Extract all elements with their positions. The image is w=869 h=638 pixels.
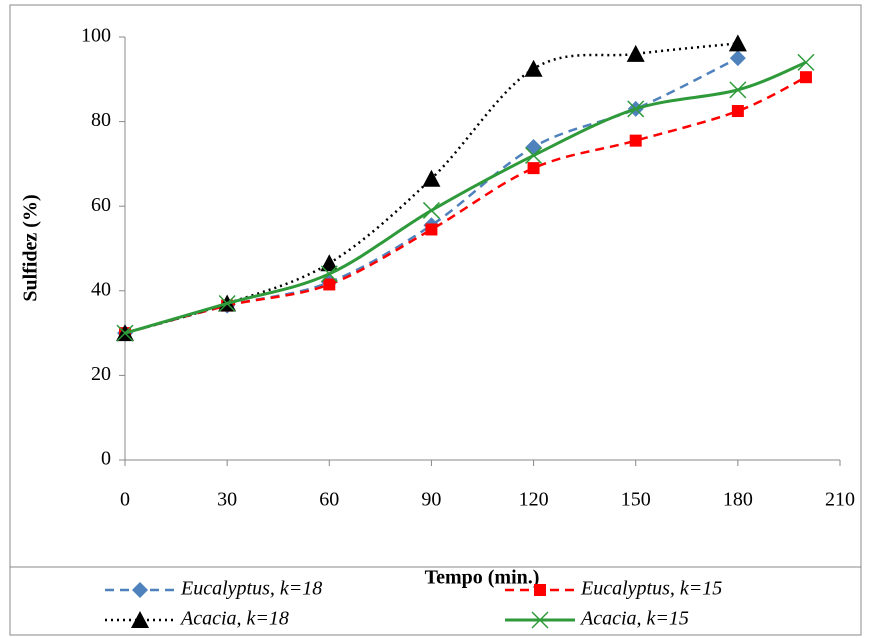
marker [531, 611, 549, 629]
x-tick-label: 90 [421, 489, 441, 511]
marker [320, 254, 339, 272]
marker [525, 146, 543, 164]
legend-label: Acacia, k=18 [179, 608, 289, 630]
marker [323, 278, 336, 291]
legend-item: Acacia, k=15 [505, 608, 689, 630]
series-line [124, 60, 807, 335]
legend-item: Eucalyptus, k=18 [105, 578, 322, 600]
x-axis-title: Tempo (min.) [425, 567, 540, 589]
x-tick-label: 210 [825, 489, 855, 511]
marker [729, 50, 746, 67]
y-tick-label: 20 [91, 363, 111, 385]
marker [422, 201, 440, 219]
y-tick-label: 0 [101, 448, 111, 470]
legend-box [9, 566, 862, 636]
y-tick-label: 40 [91, 278, 111, 300]
x-tick-label: 150 [621, 489, 651, 511]
y-tick-label: 60 [91, 194, 111, 216]
marker [320, 265, 338, 283]
chart-frame [9, 4, 862, 636]
x-tick-label: 180 [723, 489, 753, 511]
marker [116, 324, 134, 342]
marker [131, 611, 149, 628]
marker [627, 100, 645, 118]
marker [799, 71, 812, 84]
series-line [124, 76, 807, 335]
legend-item: Eucalyptus, k=15 [505, 578, 722, 600]
marker [524, 59, 543, 77]
marker [626, 44, 645, 62]
x-tick-label: 120 [519, 489, 549, 511]
marker [728, 34, 747, 52]
marker [629, 134, 642, 147]
legend-label: Eucalyptus, k=15 [580, 578, 722, 600]
marker [218, 294, 236, 313]
y-axis-title: Sulfidez (%) [20, 194, 42, 301]
marker [731, 105, 744, 118]
marker [425, 223, 438, 236]
marker [729, 81, 747, 99]
x-tick-label: 0 [120, 489, 130, 511]
legend-label: Eucalyptus, k=18 [180, 578, 322, 600]
marker [534, 584, 546, 596]
y-tick-label: 100 [81, 25, 111, 47]
y-tick-label: 80 [91, 109, 111, 131]
marker [422, 169, 441, 187]
legend-item: Acacia, k=18 [105, 608, 289, 630]
marker [527, 162, 540, 175]
legend-label: Acacia, k=15 [579, 608, 689, 630]
marker [797, 53, 815, 71]
x-tick-label: 60 [319, 489, 339, 511]
marker [132, 582, 148, 598]
x-tick-label: 30 [217, 489, 237, 511]
